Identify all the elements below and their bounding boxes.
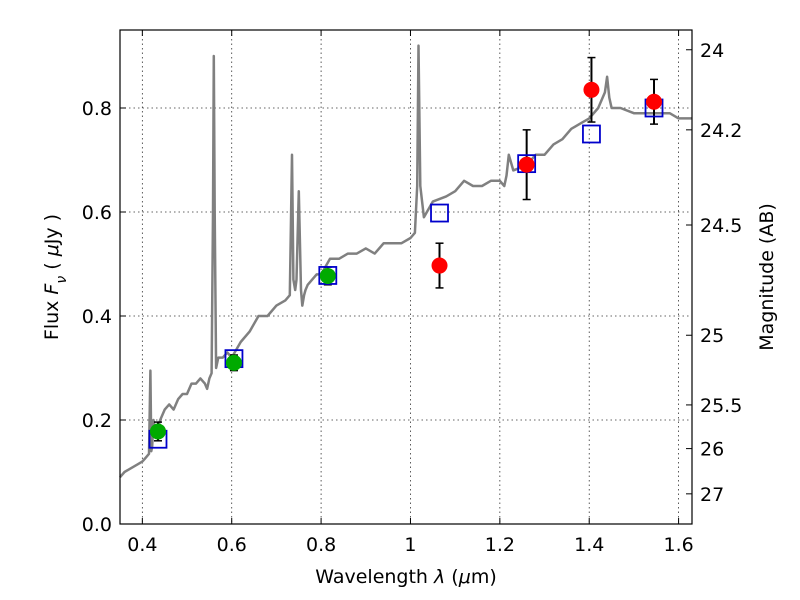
y-tick-label: 0.8 [82,98,112,120]
x-tick-label: 1.2 [485,534,515,556]
spectrum-line [119,44,692,479]
x-tick-label: 0.8 [306,534,336,556]
x-tick-label: 1.6 [663,534,693,556]
right-tick-label: 24 [700,40,724,62]
right-tick-label: 27 [700,484,724,506]
right-tick-label: 25 [700,325,724,347]
y-tick-label: 0.4 [82,306,112,328]
x-axis-label: Wavelength λ (μm) [315,566,496,588]
y-tick-label: 0.2 [82,410,112,432]
model-square-point [582,124,601,144]
x-tick-label: 1.4 [574,534,604,556]
observed-point [518,156,535,173]
observed-point [646,93,663,110]
y-axis-label: Flux Fν ( μJy ) [41,214,70,340]
right-tick-label: 24.5 [700,215,742,237]
right-axis-label: Magnitude (AB) [756,203,778,351]
right-tick-label: 24.2 [700,120,742,142]
observed-point [149,423,166,440]
observed-point [431,257,448,274]
observed-point [319,267,336,284]
y-tick-label: 0.0 [82,514,112,536]
model-spectrum [119,44,692,479]
model-square-point [430,203,449,223]
right-tick-label: 26 [700,439,724,461]
observed-point [225,354,242,371]
axis-ticks: 0.4 0.6 0.8 1 1.2 1.4 1.6 0.0 0.2 0.4 0.6 0.8 24 24.2… [82,30,742,556]
data-points [148,56,664,449]
x-tick-label: 0.6 [217,534,247,556]
x-tick-label: 0.4 [127,534,157,556]
grid [120,30,692,525]
y-tick-label: 0.6 [82,202,112,224]
x-tick-label: 1 [404,534,416,556]
right-tick-label: 25.5 [700,395,742,417]
plot-frame [119,29,693,525]
observed-point [583,81,600,98]
